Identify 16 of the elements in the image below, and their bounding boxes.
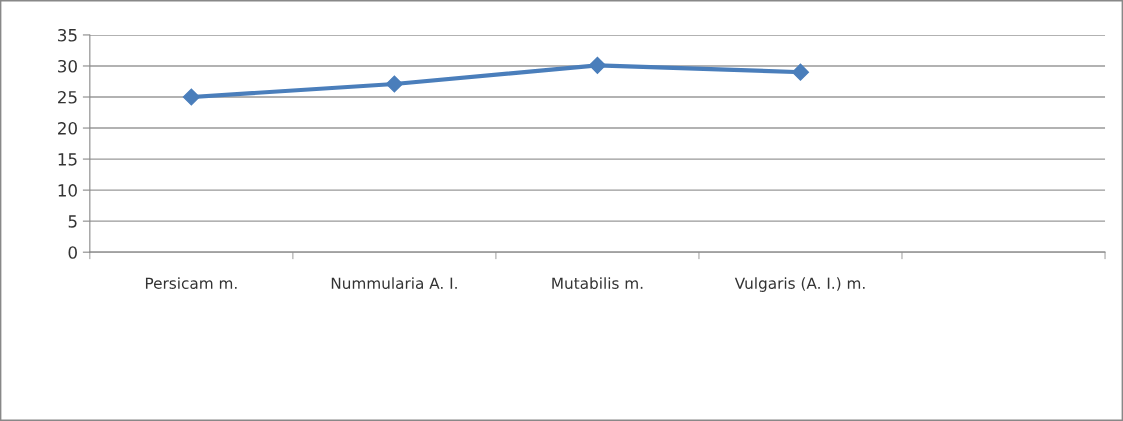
x-tick-label: Persicam m.: [145, 277, 237, 289]
y-tick-label: 20: [58, 122, 77, 135]
point: [182, 88, 200, 106]
y-tick-label: 0: [68, 246, 77, 259]
y-tick-label: 5: [68, 215, 77, 228]
y-tick-label: 10: [58, 184, 77, 197]
point: [791, 63, 810, 81]
point: [385, 75, 403, 93]
y-tick-label: 25: [58, 90, 77, 104]
y-tick-label: 15: [58, 153, 77, 166]
point: [588, 56, 606, 74]
y-tick-label: 30: [58, 59, 77, 73]
x-tick-label: Nummularia A. I.: [331, 277, 457, 289]
x-tick-label: Vulgaris (A. I.) m.: [734, 277, 865, 292]
y-tick-label: 35: [58, 28, 77, 42]
x-tick-label: Mutabilis m.: [552, 277, 643, 289]
